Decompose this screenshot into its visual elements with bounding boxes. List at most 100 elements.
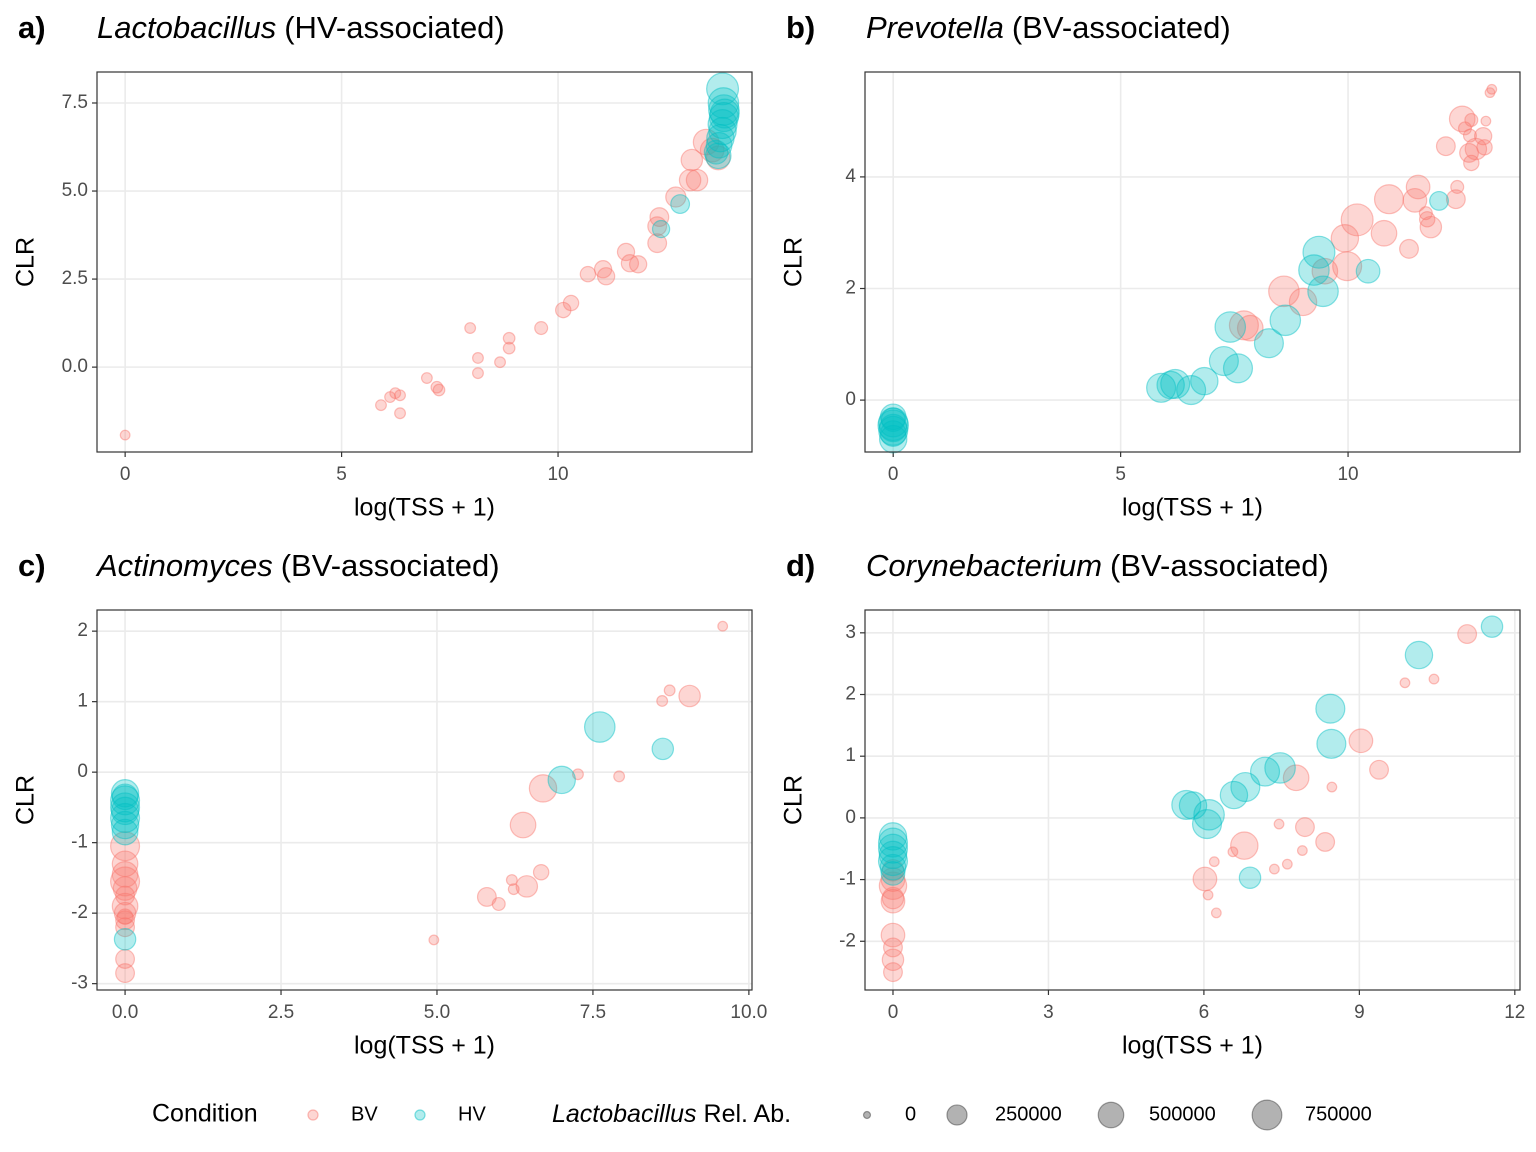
point (877, 409, 910, 442)
point (1294, 817, 1315, 838)
point (532, 864, 550, 881)
legend-size-label: 250000 (995, 1103, 1062, 1125)
x-tick-label: 2.5 (268, 1002, 294, 1023)
point (878, 840, 908, 870)
point (1236, 314, 1264, 342)
point (1253, 328, 1284, 359)
point (1146, 372, 1177, 403)
point (375, 399, 387, 412)
point (881, 948, 905, 972)
point (703, 139, 729, 165)
point (878, 424, 908, 454)
point (709, 98, 740, 129)
y-tick-label: 0 (77, 761, 88, 782)
point (1193, 798, 1225, 831)
point (1464, 137, 1488, 161)
point (1156, 370, 1185, 400)
point (1238, 866, 1262, 890)
point (1348, 728, 1374, 754)
panel-title: Actinomyces (BV-associated) (95, 548, 500, 583)
point (110, 831, 141, 862)
point (1298, 254, 1330, 286)
point (110, 802, 141, 834)
point (1282, 764, 1310, 792)
x-tick-label: 10.0 (730, 1002, 767, 1023)
point (1399, 677, 1411, 689)
point (880, 888, 906, 914)
point (1404, 640, 1434, 670)
point (1249, 756, 1281, 787)
legend-label: BV (351, 1103, 378, 1125)
y-tick-label: -2 (839, 930, 856, 951)
point (572, 768, 584, 781)
point (699, 137, 725, 163)
panel-label: b) (786, 10, 815, 45)
point (505, 874, 518, 886)
point (877, 846, 909, 877)
plot-border (864, 609, 1521, 991)
y-tick-label: 1 (77, 691, 88, 712)
point (878, 822, 908, 851)
point (647, 233, 668, 254)
point (1326, 781, 1338, 793)
point (111, 818, 139, 846)
point (670, 194, 691, 215)
point (491, 896, 506, 912)
point (663, 684, 676, 697)
point (1330, 224, 1360, 253)
point (1370, 219, 1398, 247)
point (1202, 889, 1214, 901)
legend-size-key (1097, 1101, 1125, 1129)
y-tick-label: 1 (845, 745, 856, 766)
point (879, 420, 907, 447)
x-tick-label: 3 (1043, 1002, 1054, 1023)
legend-size-label: 500000 (1149, 1103, 1216, 1125)
y-tick-label: 2 (77, 620, 88, 641)
legend-label: HV (458, 1103, 486, 1125)
point (1369, 759, 1390, 780)
legend-title: Condition (152, 1100, 258, 1128)
point (1214, 311, 1247, 343)
point (1230, 771, 1261, 803)
y-tick-label: 0 (845, 807, 856, 828)
x-tick-label: 7.5 (580, 1002, 606, 1023)
y-tick-label: 3 (845, 622, 856, 643)
point (1228, 310, 1259, 341)
x-axis-title: log(TSS + 1) (354, 1032, 495, 1060)
point (1227, 846, 1239, 858)
point (880, 861, 906, 886)
point (1281, 858, 1293, 870)
point (706, 123, 735, 153)
point (1268, 275, 1300, 308)
panel-title-rest: (BV-associated) (1110, 548, 1329, 583)
point (113, 927, 137, 951)
x-tick-label: 10 (547, 464, 568, 485)
point (877, 827, 909, 858)
point (1176, 375, 1207, 406)
point (1264, 752, 1296, 784)
panel-title-rest: (HV-associated) (284, 10, 505, 45)
point (110, 796, 140, 826)
point (628, 255, 648, 274)
point (494, 356, 506, 369)
y-tick-label: 0 (845, 389, 856, 410)
point (1450, 179, 1465, 194)
point (1269, 304, 1302, 337)
point (1307, 275, 1339, 308)
point (651, 737, 675, 761)
point (880, 922, 906, 948)
point (110, 785, 141, 816)
point (1268, 863, 1280, 875)
point (593, 260, 613, 279)
point (1405, 174, 1431, 200)
point (616, 242, 636, 262)
plot-area (97, 72, 752, 452)
point (878, 415, 909, 446)
point (394, 389, 406, 402)
y-tick-label: 7.5 (62, 92, 88, 113)
point (651, 219, 671, 239)
point (1373, 184, 1405, 215)
point (547, 765, 576, 795)
point (1273, 818, 1285, 830)
point (620, 254, 640, 273)
